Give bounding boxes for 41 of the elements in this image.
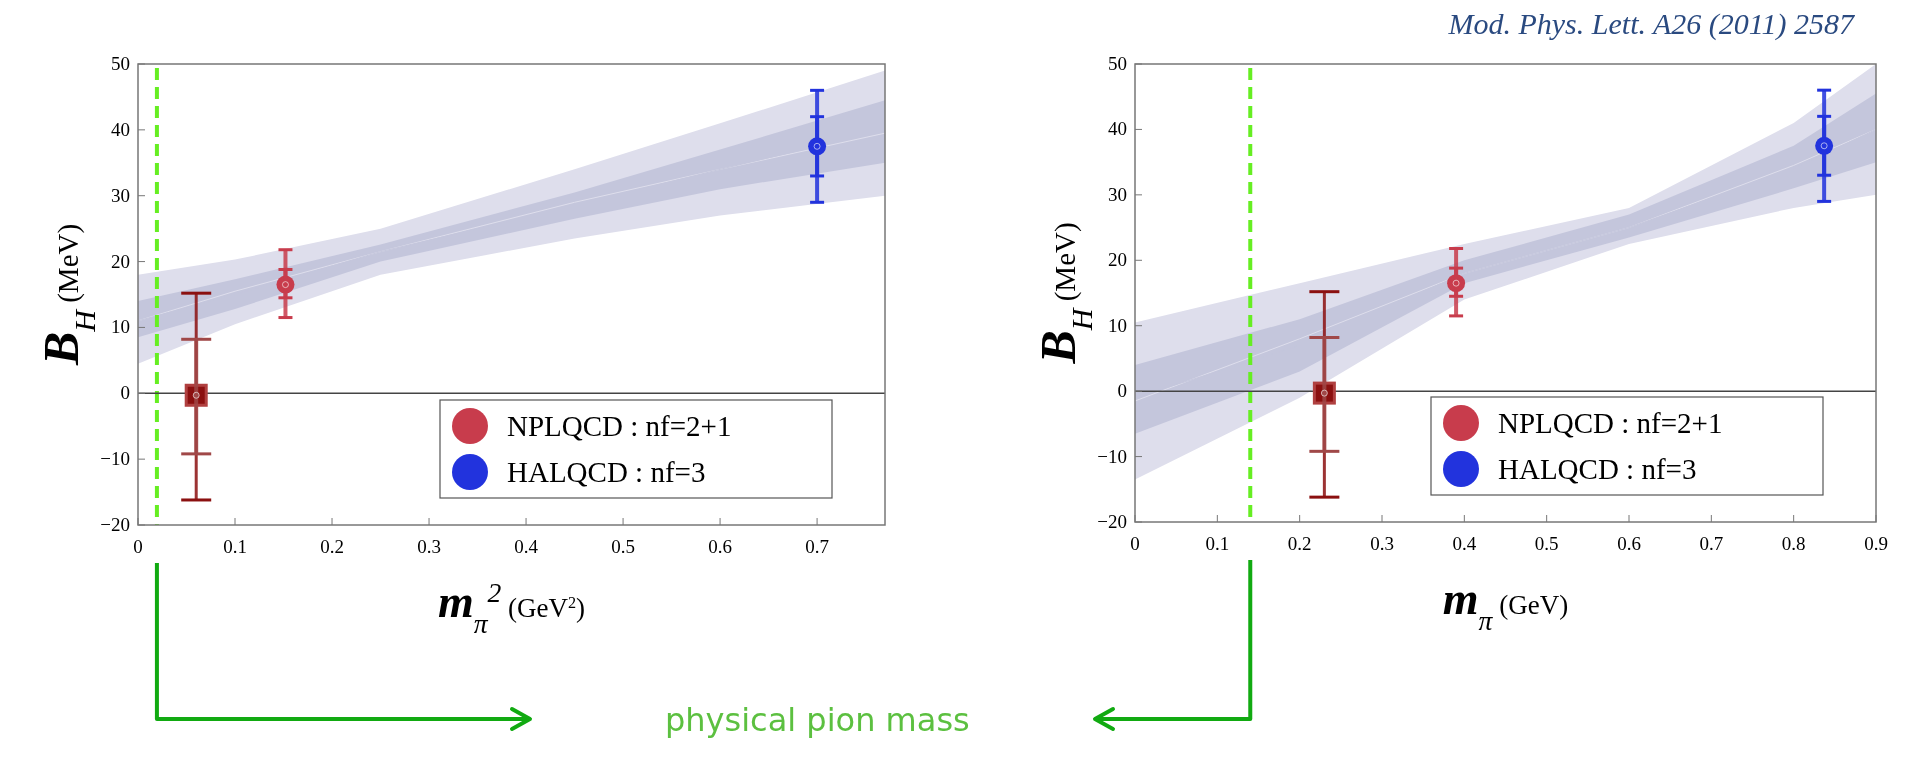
x-tick-label: 0.6: [1617, 533, 1641, 554]
x-tick-label: 0: [1130, 533, 1140, 554]
legend-label: NPLQCD : nf=2+1: [1498, 407, 1723, 439]
x-tick-label: 0.6: [708, 536, 732, 557]
x-tick-label: 0.1: [1205, 533, 1230, 554]
x-tick-label: 0: [133, 536, 143, 557]
x-tick-label: 0.2: [1287, 533, 1312, 554]
y-tick-label: 50: [1108, 53, 1127, 74]
y-tick-label: 30: [111, 184, 130, 206]
y-tick-label: −20: [1097, 511, 1127, 532]
x-tick-label: 0.9: [1864, 533, 1888, 554]
y-tick-label: −10: [100, 448, 130, 470]
x-tick-label: 0.5: [611, 536, 635, 557]
y-tick-label: 30: [1108, 183, 1127, 205]
x-tick-label: 0.3: [1370, 533, 1394, 554]
legend-label: NPLQCD : nf=2+1: [507, 410, 732, 442]
legend-label: HALQCD : nf=3: [507, 456, 706, 488]
x-tick-label: 0.5: [1534, 533, 1559, 554]
text: physical pion mass: [665, 701, 970, 739]
x-tick-label: 0.4: [514, 536, 539, 557]
x-axis-title: m$_{π}$ (GeV): [1442, 573, 1569, 636]
x-tick-label: 0.1: [223, 536, 247, 557]
x-tick-label: 0.7: [805, 536, 829, 557]
x-tick-label: 0.3: [417, 536, 441, 557]
y-tick-label: 50: [111, 53, 130, 74]
x-tick-label: 0.2: [320, 536, 344, 557]
y-tick-label: 20: [111, 250, 130, 272]
y-tick-label: 10: [1108, 314, 1127, 336]
x-tick-label: 0.4: [1452, 533, 1477, 554]
y-tick-label: 0: [1117, 380, 1127, 402]
y-tick-label: 40: [111, 118, 130, 140]
y-tick-label: 10: [111, 316, 130, 338]
text: Mod. Phys. Lett. A26 (2011) 2587: [1447, 7, 1856, 41]
y-tick-label: 0: [120, 382, 130, 404]
y-tick-label: −10: [1097, 445, 1127, 467]
y-tick-label: −20: [100, 514, 130, 535]
legend-label: HALQCD : nf=3: [1498, 453, 1697, 485]
y-tick-label: 40: [1108, 118, 1127, 140]
y-tick-label: 20: [1108, 249, 1127, 271]
x-tick-label: 0.8: [1781, 533, 1806, 554]
x-tick-label: 0.7: [1699, 533, 1724, 554]
